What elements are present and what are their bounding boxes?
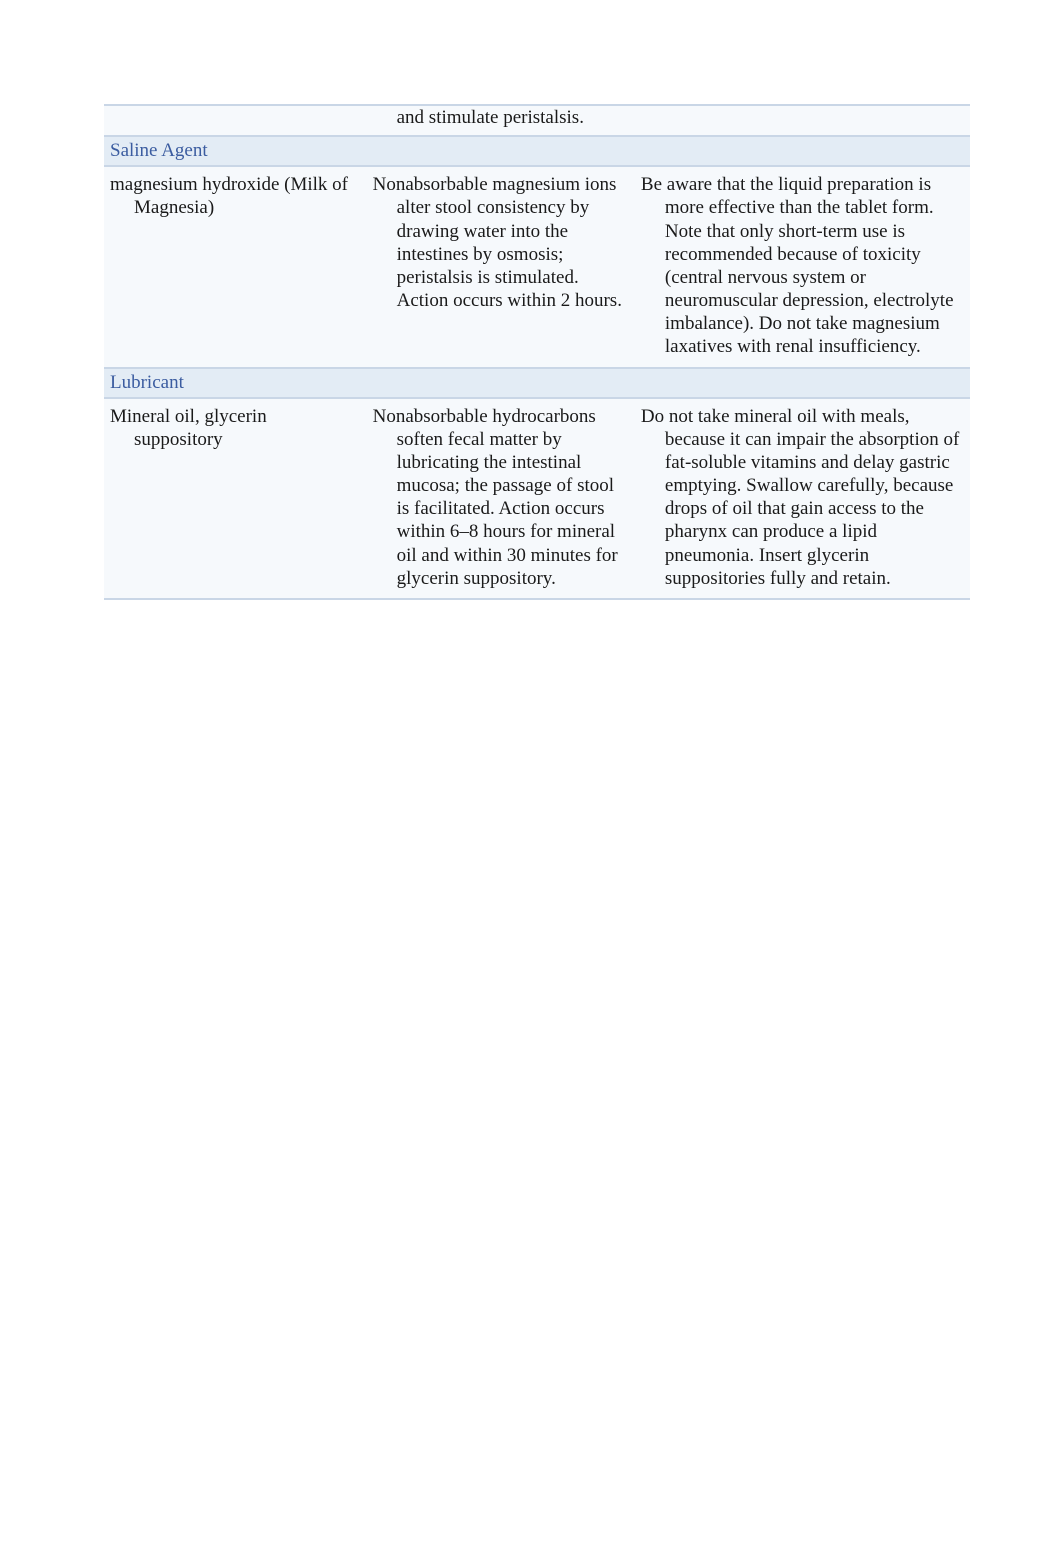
category-row: Lubricant — [104, 368, 970, 398]
implications-text: Be aware that the liquid preparation is … — [641, 173, 960, 358]
mechanism-text: and stimulate peristalsis. — [373, 106, 625, 129]
cell-mechanism: Nonabsorbable magnesium ions alter stool… — [367, 166, 635, 367]
category-label: Lubricant — [110, 372, 184, 393]
category-label: Saline Agent — [110, 140, 208, 161]
cell-mechanism: Nonabsorbable hydrocarbons soften fecal … — [367, 398, 635, 599]
agent-text: Mineral oil, glycerin suppository — [110, 405, 357, 451]
cell-agent: Mineral oil, glycerin suppository — [104, 398, 367, 599]
table-row: magnesium hydroxide (Milk of Magnesia) N… — [104, 166, 970, 367]
table-row: and stimulate peristalsis. — [104, 105, 970, 136]
laxatives-table: and stimulate peristalsis. Saline Agent … — [104, 104, 970, 600]
cell-agent: magnesium hydroxide (Milk of Magnesia) — [104, 166, 367, 367]
implications-text: Do not take mineral oil with meals, beca… — [641, 405, 960, 590]
cell-implications: Be aware that the liquid preparation is … — [635, 166, 970, 367]
cell-agent — [104, 105, 367, 136]
cell-implications — [635, 105, 970, 136]
cell-implications: Do not take mineral oil with meals, beca… — [635, 398, 970, 599]
cell-mechanism: and stimulate peristalsis. — [367, 105, 635, 136]
document-page: and stimulate peristalsis. Saline Agent … — [0, 0, 1062, 1561]
mechanism-text: Nonabsorbable hydrocarbons soften fecal … — [373, 405, 625, 590]
category-row: Saline Agent — [104, 136, 970, 166]
mechanism-text: Nonabsorbable magnesium ions alter stool… — [373, 173, 625, 312]
table-row: Mineral oil, glycerin suppository Nonabs… — [104, 398, 970, 599]
agent-text: magnesium hydroxide (Milk of Magnesia) — [110, 173, 357, 219]
